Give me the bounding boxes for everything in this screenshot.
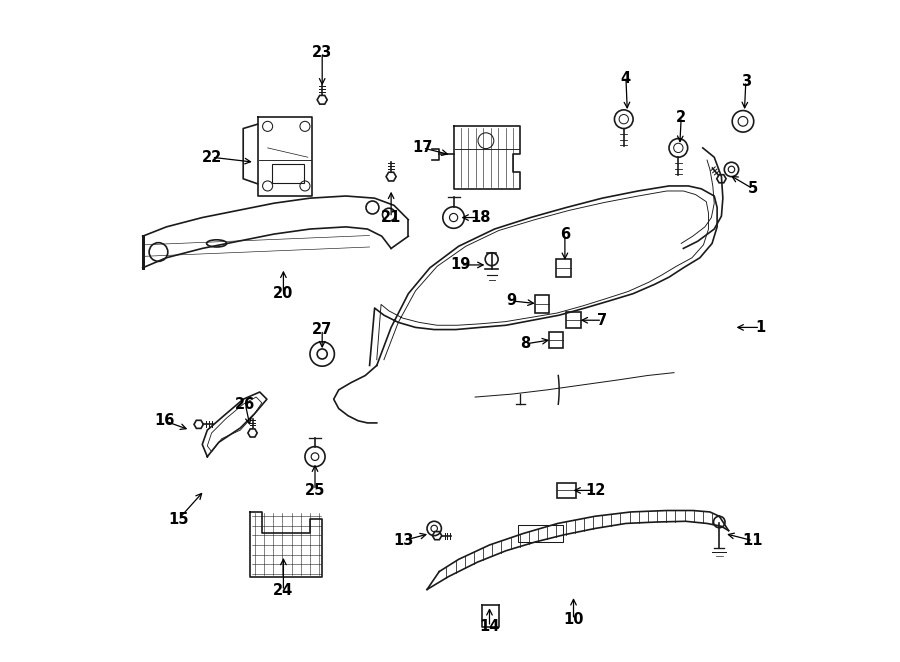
Text: 11: 11	[742, 533, 763, 548]
Text: 15: 15	[168, 512, 189, 527]
Text: 8: 8	[520, 336, 530, 352]
Text: 4: 4	[621, 71, 631, 86]
Text: 9: 9	[506, 293, 516, 308]
Text: 18: 18	[470, 210, 490, 225]
Text: 3: 3	[741, 73, 751, 89]
Bar	[518, 525, 562, 542]
Text: 16: 16	[154, 413, 175, 428]
Bar	[549, 332, 563, 348]
Bar	[566, 312, 580, 328]
Text: 10: 10	[563, 612, 584, 627]
Text: 26: 26	[235, 397, 256, 412]
Bar	[272, 164, 303, 183]
Text: 12: 12	[585, 483, 605, 498]
Text: 14: 14	[480, 620, 500, 634]
Text: 7: 7	[598, 312, 608, 328]
Bar	[557, 483, 576, 498]
Text: 25: 25	[305, 483, 325, 498]
Bar	[535, 295, 549, 312]
Text: 21: 21	[381, 210, 401, 225]
Text: 1: 1	[755, 320, 765, 335]
Text: 20: 20	[274, 286, 293, 301]
Text: 13: 13	[393, 533, 413, 548]
Text: 19: 19	[451, 258, 471, 273]
Text: 22: 22	[202, 150, 221, 165]
Text: 17: 17	[412, 140, 433, 156]
Text: 23: 23	[312, 45, 332, 60]
Text: 5: 5	[748, 181, 758, 197]
Text: 27: 27	[312, 322, 332, 337]
Text: 6: 6	[560, 226, 570, 242]
Bar	[556, 259, 571, 277]
Text: 24: 24	[274, 583, 293, 598]
Text: 2: 2	[676, 109, 687, 124]
